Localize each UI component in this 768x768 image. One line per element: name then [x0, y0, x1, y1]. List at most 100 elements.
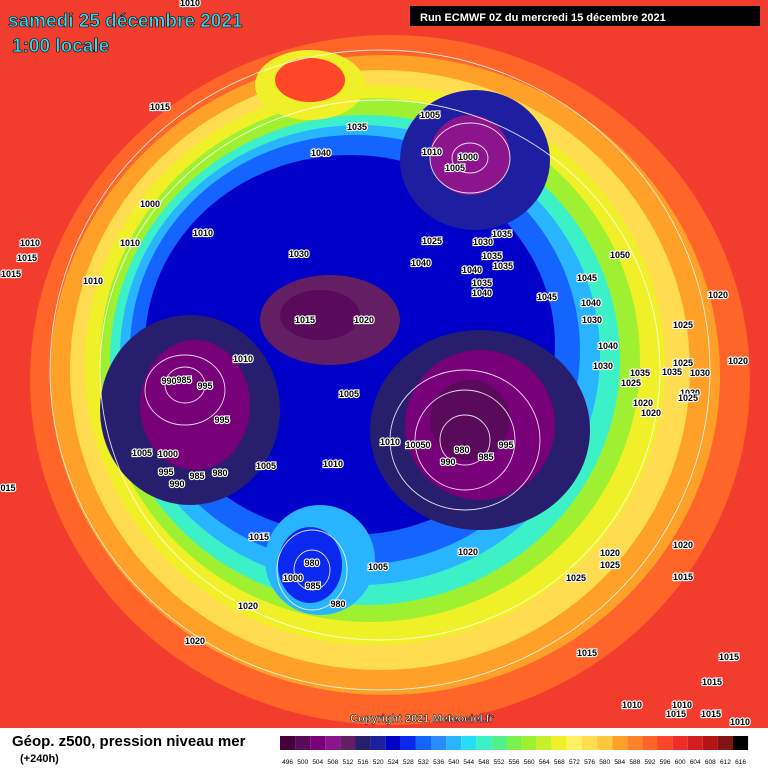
colorbar-label: 564 — [539, 759, 550, 766]
colorbar-swatch — [521, 736, 537, 750]
colorbar-swatch — [355, 736, 371, 750]
colorbar-swatch — [672, 736, 688, 750]
isobar-label: 1020 — [708, 290, 728, 300]
isobar-label: 1015 — [150, 102, 170, 112]
colorbar-swatch — [340, 736, 356, 750]
isobar-label: 1025 — [673, 358, 693, 368]
colorbar-label: 588 — [629, 759, 640, 766]
colorbar-label: 556 — [509, 759, 520, 766]
isobar-label: 1050 — [610, 250, 630, 260]
colorbar-swatch — [582, 736, 598, 750]
isobar-label: 1010 — [20, 238, 40, 248]
copyright: Copyright 2021 Meteociel.fr — [350, 713, 494, 725]
isobar-label: 1015 — [1, 269, 21, 279]
isobar-label: 1010 — [422, 147, 442, 157]
colorbar-swatch — [415, 736, 431, 750]
isobar-label: 1035 — [482, 251, 502, 261]
isobar-label: 980 — [454, 445, 469, 455]
colorbar-label: 536 — [433, 759, 444, 766]
isobar-label: 1040 — [581, 298, 601, 308]
isobar-label: 1015 — [577, 648, 597, 658]
colorbar-label: 576 — [584, 759, 595, 766]
isobar-label: 1020 — [185, 636, 205, 646]
isobar-label: 995 — [197, 381, 212, 391]
colorbar-swatch — [310, 736, 326, 750]
isobar-label: 990 — [440, 457, 455, 467]
isobar-label: 1025 — [621, 378, 641, 388]
colorbar-label: 508 — [327, 759, 338, 766]
isobar-label: 1010 — [233, 354, 253, 364]
isobar-label: 1010 — [380, 437, 400, 447]
isobar-label: 1015 — [17, 253, 37, 263]
isobar-label: 995 — [214, 415, 229, 425]
isobar-label: 985 — [478, 452, 493, 462]
colorbar-label: 524 — [388, 759, 399, 766]
isobar-label: 10050 — [405, 440, 430, 450]
colorbar-label: 500 — [297, 759, 308, 766]
isobar-label: 1020 — [238, 601, 258, 611]
isobar-label: 995 — [158, 467, 173, 477]
colorbar-label: 548 — [478, 759, 489, 766]
isobar-label: 1020 — [641, 408, 661, 418]
isobar-label: 985 — [305, 581, 320, 591]
run-info: Run ECMWF 0Z du mercredi 15 décembre 202… — [420, 12, 666, 24]
colorbar-label: 528 — [403, 759, 414, 766]
isobar-label: 1025 — [673, 320, 693, 330]
isobar-label: 1020 — [458, 547, 478, 557]
isobar-label: 1010 — [323, 459, 343, 469]
colorbar-swatch — [385, 736, 401, 750]
colorbar-label: 592 — [645, 759, 656, 766]
colorbar-swatch — [431, 736, 447, 750]
isobar-label: 015 — [0, 483, 15, 493]
isobar-label: 1035 — [472, 278, 492, 288]
isobar-label: 980 — [330, 599, 345, 609]
isobar-label: 1030 — [582, 315, 602, 325]
colorbar-label: 600 — [675, 759, 686, 766]
colorbar-swatch — [536, 736, 552, 750]
colorbar-label: 504 — [312, 759, 323, 766]
colorbar-swatch — [566, 736, 582, 750]
colorbar-label: 496 — [282, 759, 293, 766]
isobar-label: 1040 — [462, 265, 482, 275]
isobar-label: 1020 — [633, 398, 653, 408]
colorbar-label: 568 — [554, 759, 565, 766]
run-box — [410, 6, 760, 26]
colorbar-swatch — [446, 736, 462, 750]
colorbar-label: 516 — [358, 759, 369, 766]
isobar-label: 1040 — [598, 341, 618, 351]
isobar-label: 1010 — [730, 717, 750, 727]
isobar-label: 1020 — [673, 540, 693, 550]
colorbar-swatch — [325, 736, 341, 750]
field-title: Géop. z500, pression niveau mer — [12, 733, 246, 750]
colorbar-label: 552 — [494, 759, 505, 766]
isobar-label: 985 — [176, 375, 191, 385]
colorbar-swatch — [627, 736, 643, 750]
colorbar-label: 584 — [614, 759, 625, 766]
isobar-label: 1015 — [666, 709, 686, 719]
isobar-label: 1030 — [289, 249, 309, 259]
colorbar: 496 500 504 508 512 516 520 524 528 532 536 540 544 5… — [280, 736, 749, 766]
isobar-label: 1005 — [368, 562, 388, 572]
isobar-label: 1005 — [339, 389, 359, 399]
isobar-label: 1030 — [680, 388, 700, 398]
colorbar-label: 512 — [343, 759, 354, 766]
isobar-label: 1010 — [672, 700, 692, 710]
isobar-label: 1015 — [249, 532, 269, 542]
isobar-label: 1045 — [577, 273, 597, 283]
lead-time: (+240h) — [20, 753, 59, 765]
isobar-label: 1035 — [662, 367, 682, 377]
colorbar-label: 596 — [660, 759, 671, 766]
isobar-label: 980 — [304, 558, 319, 568]
colorbar-label: 572 — [569, 759, 580, 766]
colorbar-swatch — [461, 736, 477, 750]
isobar-label: 1015 — [701, 709, 721, 719]
isobar-label: 1025 — [422, 236, 442, 246]
isobar-label: 1020 — [600, 548, 620, 558]
isobar-label: 1005 — [420, 110, 440, 120]
isobar-label: 1025 — [566, 573, 586, 583]
isobar-label: 1040 — [472, 288, 492, 298]
colorbar-swatch — [642, 736, 658, 750]
isobar-label: 1000 — [283, 573, 303, 583]
isobar-label: 1015 — [673, 572, 693, 582]
